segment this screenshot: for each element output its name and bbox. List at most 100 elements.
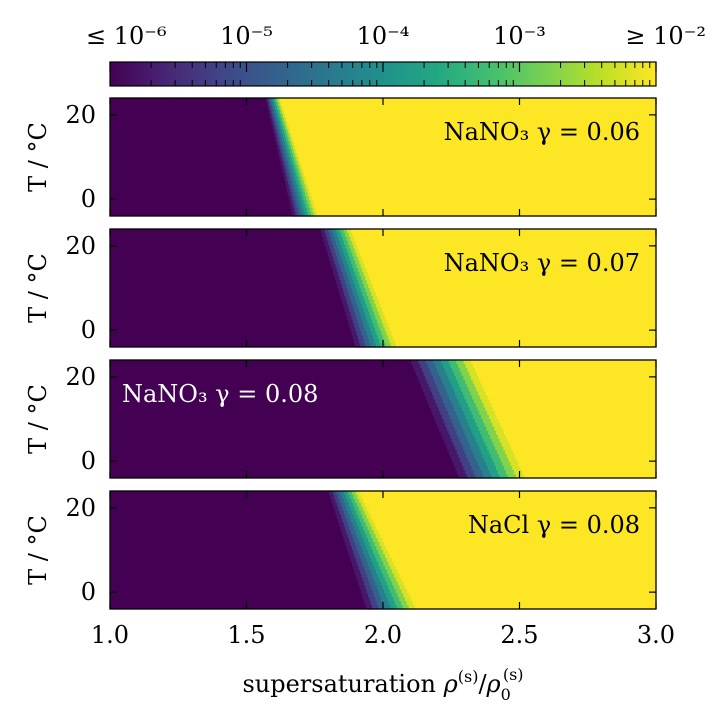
heatmap-cell <box>453 462 463 467</box>
heatmap-cell <box>392 335 656 340</box>
heatmap-cell <box>386 546 656 551</box>
heatmap-cell <box>371 557 378 563</box>
heatmap-cell <box>357 291 363 297</box>
heatmap-cell <box>335 510 341 516</box>
heatmap-cell <box>284 125 288 131</box>
colorbar-tick-labels: ≤ 10⁻⁶ 10⁻⁵ 10⁻⁴ 10⁻³ ≥ 10⁻² <box>86 22 706 50</box>
heatmap-cell <box>288 196 293 201</box>
heatmap-cell <box>280 105 284 111</box>
heatmap-cell <box>472 450 482 455</box>
heatmap-cell <box>366 280 372 285</box>
heatmap-cell <box>359 585 366 590</box>
heatmap-cell <box>430 387 439 393</box>
heatmap-cell <box>505 434 656 440</box>
heatmap-cell <box>378 605 385 610</box>
heatmap-cell <box>381 307 656 313</box>
heatmap-cell <box>368 295 374 301</box>
heatmap-cell <box>374 299 380 305</box>
heatmap-cell <box>283 153 287 158</box>
heatmap-cell <box>367 526 373 531</box>
heatmap-cell <box>372 335 379 340</box>
heatmap-cell <box>361 256 656 262</box>
heatmap-cell <box>283 172 287 178</box>
heatmap-cell <box>403 581 656 586</box>
heatmap-cell <box>271 121 275 127</box>
heatmap-cell <box>403 593 410 598</box>
heatmap-cell <box>339 498 345 504</box>
heatmap-cell <box>475 438 485 444</box>
heatmap-cell <box>350 557 357 563</box>
heatmap-cell <box>276 141 279 146</box>
heatmap-cell <box>451 383 460 389</box>
heatmap-cell <box>363 295 369 301</box>
heatmap-cell <box>348 264 353 269</box>
heatmap-cell <box>333 256 338 262</box>
heatmap-cell <box>456 470 466 475</box>
heatmap-cell <box>388 550 656 555</box>
heatmap-cell <box>439 391 448 396</box>
heatmap-cell <box>470 375 480 381</box>
heatmap-cell <box>341 530 347 535</box>
heatmap-cell <box>389 327 656 332</box>
heatmap-cell <box>304 192 309 197</box>
heatmap-cell <box>356 546 363 551</box>
heatmap-cell <box>305 176 656 182</box>
heatmap-cell <box>307 192 312 197</box>
heatmap-cell <box>370 343 377 348</box>
heatmap-cell <box>366 291 372 297</box>
heatmap-cell <box>362 268 368 273</box>
heatmap-cell <box>294 196 299 201</box>
heatmap-cell <box>346 236 351 242</box>
heatmap-cell <box>353 339 360 344</box>
heatmap-cell <box>342 236 347 242</box>
heatmap-cell <box>347 510 353 516</box>
heatmap-cell <box>296 157 300 162</box>
panel-label: NaNO₃ γ = 0.07 <box>444 249 640 277</box>
heatmap-cell <box>448 430 458 436</box>
heatmap-cell <box>357 319 364 324</box>
heatmap-cell <box>463 466 473 471</box>
heatmap-cell <box>394 573 401 579</box>
heatmap-cell <box>358 268 363 273</box>
heatmap-cell <box>303 196 307 201</box>
heatmap-cell <box>505 470 515 475</box>
heatmap-cell <box>474 419 484 424</box>
heatmap-cell <box>277 137 281 142</box>
heatmap-cell <box>294 208 299 213</box>
heatmap-cell <box>372 573 379 579</box>
heatmap-cell <box>271 113 275 119</box>
heatmap-cell <box>278 109 281 115</box>
heatmap-cell <box>431 371 440 377</box>
heatmap-cell <box>379 553 386 559</box>
heatmap-cell <box>353 291 359 297</box>
heatmap-cell <box>428 383 437 389</box>
heatmap-cell <box>286 184 290 190</box>
heatmap-cell <box>522 470 656 475</box>
heatmap-cell <box>435 419 445 424</box>
heatmap-cell <box>332 229 337 234</box>
heatmap-cell <box>359 569 366 575</box>
heatmap-cell <box>420 363 429 369</box>
panel-label: NaCl γ = 0.08 <box>468 511 640 539</box>
heatmap-cell <box>275 121 279 127</box>
heatmap-cell <box>518 462 656 467</box>
heatmap-cell <box>360 557 367 563</box>
heatmap-cell <box>388 561 395 567</box>
heatmap-cell <box>397 581 404 586</box>
heatmap-cell <box>496 466 505 471</box>
heatmap-cell <box>440 430 450 436</box>
heatmap-cell <box>270 101 273 107</box>
heatmap-cell <box>310 212 315 217</box>
heatmap-cell <box>295 160 299 166</box>
heatmap-cell <box>289 176 293 182</box>
heatmap-cell <box>285 180 289 186</box>
heatmap-cell <box>310 192 656 197</box>
heatmap-cell <box>442 379 451 385</box>
heatmap-cell <box>300 176 304 182</box>
heatmap-cell <box>359 498 364 504</box>
heatmap-cell <box>361 546 368 551</box>
heatmap-cell <box>277 101 280 107</box>
heatmap-cell <box>360 264 366 269</box>
heatmap-cell <box>349 553 356 559</box>
heatmap-cell <box>497 470 507 475</box>
